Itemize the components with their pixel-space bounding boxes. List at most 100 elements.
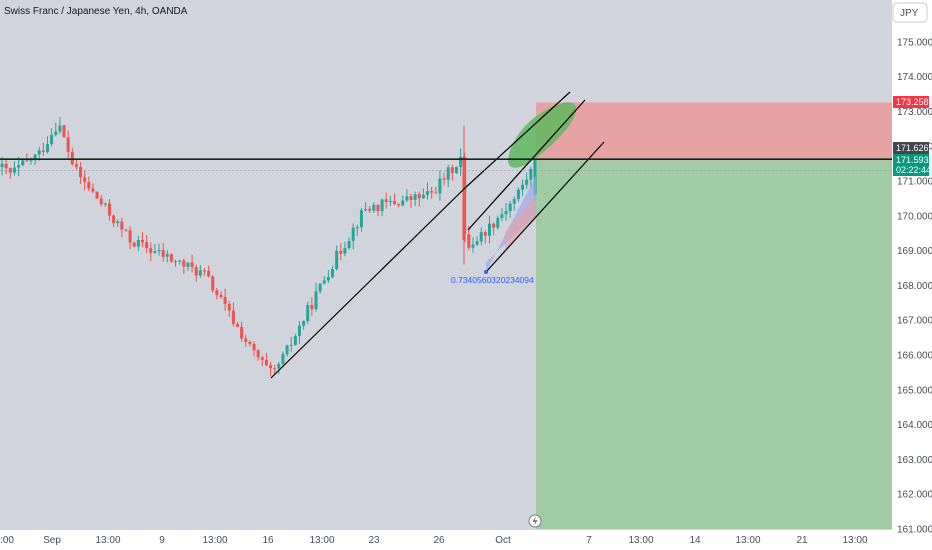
lightning-icon[interactable]	[528, 514, 542, 528]
candle[interactable]	[62, 124, 66, 138]
candle[interactable]	[388, 195, 392, 207]
candle[interactable]	[302, 320, 306, 331]
candle[interactable]	[314, 283, 318, 312]
candle[interactable]	[392, 193, 396, 206]
candle[interactable]	[165, 250, 169, 263]
channel-line-bottom[interactable]	[485, 141, 605, 273]
candle[interactable]	[442, 172, 446, 186]
candle[interactable]	[112, 214, 116, 228]
take-profit-zone[interactable]	[536, 160, 892, 530]
candle[interactable]	[421, 188, 425, 200]
price-axis-background[interactable]	[892, 0, 932, 550]
candle[interactable]	[483, 230, 487, 244]
candle[interactable]	[401, 195, 405, 207]
candle[interactable]	[417, 191, 421, 207]
candle[interactable]	[434, 186, 438, 194]
candle[interactable]	[107, 199, 111, 221]
candle[interactable]	[74, 158, 78, 170]
candle[interactable]	[521, 179, 525, 197]
candle[interactable]	[128, 226, 132, 250]
candle[interactable]	[174, 259, 178, 267]
candle[interactable]	[475, 236, 479, 247]
fib-anchor-point[interactable]	[484, 270, 488, 274]
candle[interactable]	[58, 117, 62, 135]
candle[interactable]	[103, 202, 107, 207]
candle[interactable]	[487, 215, 491, 244]
uptrend-line[interactable]	[270, 187, 466, 379]
stop-loss-zone[interactable]	[536, 102, 892, 161]
candle[interactable]	[380, 198, 384, 217]
candle[interactable]	[141, 232, 145, 248]
candle[interactable]	[405, 189, 409, 203]
candle[interactable]	[297, 321, 301, 344]
candle[interactable]	[120, 217, 124, 237]
candle[interactable]	[500, 207, 504, 222]
candle[interactable]	[190, 254, 194, 273]
candle[interactable]	[310, 297, 314, 316]
channel-fill[interactable]	[486, 175, 536, 272]
candle[interactable]	[211, 275, 215, 293]
candle[interactable]	[248, 340, 252, 347]
candle[interactable]	[430, 186, 434, 199]
candle[interactable]	[21, 158, 25, 167]
currency-button[interactable]: JPY	[892, 2, 928, 23]
candle[interactable]	[169, 253, 173, 264]
candle[interactable]	[4, 158, 8, 175]
candle[interactable]	[277, 361, 281, 374]
candle[interactable]	[459, 148, 463, 176]
candle[interactable]	[264, 353, 268, 366]
highlight-marker[interactable]	[508, 102, 577, 168]
candle[interactable]	[79, 162, 83, 185]
candle[interactable]	[322, 276, 326, 285]
candle[interactable]	[236, 322, 240, 328]
candle[interactable]	[446, 164, 450, 188]
candle[interactable]	[149, 242, 153, 261]
candle[interactable]	[124, 229, 128, 232]
candle[interactable]	[161, 243, 165, 262]
candle[interactable]	[364, 202, 368, 212]
candle[interactable]	[492, 222, 496, 236]
candle[interactable]	[256, 348, 260, 361]
candle[interactable]	[496, 215, 500, 230]
candle[interactable]	[70, 147, 74, 166]
candle[interactable]	[182, 258, 186, 275]
candle[interactable]	[46, 136, 50, 154]
candle[interactable]	[25, 153, 29, 162]
candle[interactable]	[467, 226, 471, 251]
candle[interactable]	[508, 200, 512, 218]
candle[interactable]	[269, 361, 273, 377]
candle[interactable]	[479, 227, 483, 246]
candle[interactable]	[91, 183, 95, 194]
candle[interactable]	[372, 202, 376, 213]
candle[interactable]	[132, 241, 136, 248]
candle[interactable]	[215, 287, 219, 300]
candle[interactable]	[136, 235, 140, 252]
candle[interactable]	[306, 301, 310, 324]
candle[interactable]	[207, 265, 211, 278]
candle[interactable]	[376, 204, 380, 216]
candle[interactable]	[186, 262, 190, 271]
candle[interactable]	[83, 170, 87, 191]
candle[interactable]	[293, 333, 297, 346]
candle[interactable]	[194, 264, 198, 282]
candle[interactable]	[351, 223, 355, 250]
candle[interactable]	[95, 191, 99, 199]
channel-line-top[interactable]	[467, 99, 586, 231]
candle[interactable]	[326, 270, 330, 283]
candle[interactable]	[273, 364, 277, 374]
candle[interactable]	[368, 206, 372, 213]
candle[interactable]	[339, 242, 343, 261]
candle[interactable]	[66, 130, 70, 160]
candle[interactable]	[153, 244, 157, 254]
candle[interactable]	[17, 156, 21, 177]
candle[interactable]	[343, 241, 347, 257]
candle[interactable]	[99, 195, 103, 207]
candle[interactable]	[471, 237, 475, 253]
candle[interactable]	[285, 344, 289, 357]
candle[interactable]	[462, 125, 466, 265]
candle[interactable]	[50, 128, 54, 147]
candle[interactable]	[289, 336, 293, 352]
candle[interactable]	[12, 161, 16, 176]
